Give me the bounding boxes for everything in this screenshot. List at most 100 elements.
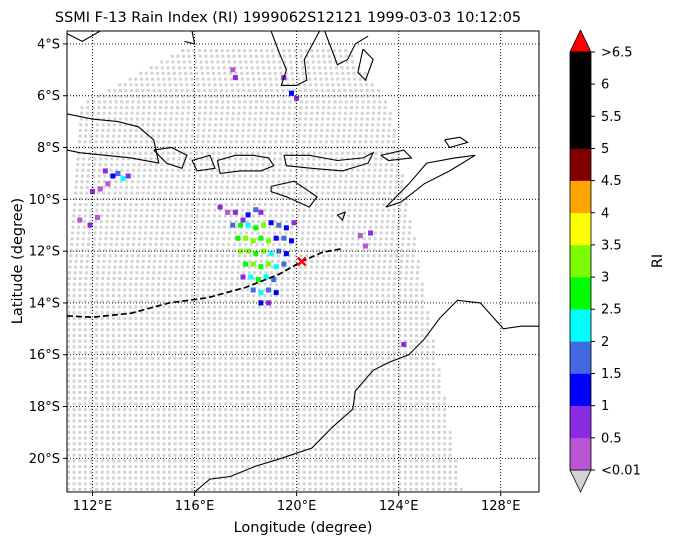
colorbar-segment bbox=[570, 437, 591, 471]
colorbar: <0.01 0.5 1 1.5 2 2.5 3 3.5 4 4.5 5 5.5 6 >6.5 bbox=[569, 29, 641, 493]
rain-cell bbox=[95, 215, 101, 220]
track-line bbox=[67, 247, 343, 319]
colorbar-tick-label: 1.5 bbox=[601, 367, 622, 382]
x-tick-label: 116°E bbox=[175, 499, 215, 514]
coastline bbox=[194, 299, 539, 492]
coastline bbox=[270, 180, 318, 208]
y-axis-label: Latitude (degree) bbox=[10, 198, 26, 324]
rain-cell bbox=[250, 238, 256, 244]
colorbar-under-triangle bbox=[569, 469, 592, 493]
colorbar-segment bbox=[570, 52, 591, 85]
rain-cell bbox=[283, 225, 289, 231]
x-axis-label: Longitude (degree) bbox=[234, 520, 373, 536]
coastline bbox=[67, 113, 160, 164]
rain-cell bbox=[273, 290, 279, 296]
rain-cell bbox=[243, 261, 249, 267]
rain-cell bbox=[268, 251, 274, 257]
rain-cell bbox=[245, 222, 251, 228]
coastlines bbox=[67, 31, 539, 492]
colorbar-segment bbox=[570, 116, 591, 149]
rain-cell bbox=[250, 287, 256, 293]
coastline bbox=[184, 31, 196, 45]
rain-cell bbox=[283, 251, 289, 257]
rain-cell bbox=[238, 222, 243, 228]
y-tick-label: 14°S bbox=[29, 296, 60, 311]
rain-cell bbox=[401, 341, 407, 347]
colorbar-segment bbox=[570, 373, 591, 406]
rain-cell bbox=[276, 222, 282, 228]
colorbar-label: RI bbox=[650, 254, 666, 268]
gridlines bbox=[67, 31, 539, 492]
rain-cell bbox=[245, 212, 251, 218]
colorbar-tick-label: <0.01 bbox=[601, 464, 641, 479]
rain-cell bbox=[255, 277, 261, 283]
colorbar-tick-label: 4.5 bbox=[601, 174, 622, 189]
rain-cell bbox=[115, 170, 121, 176]
rain-cell bbox=[258, 300, 264, 306]
y-tick-label: 4°S bbox=[37, 37, 60, 52]
rain-cell bbox=[253, 251, 259, 257]
colorbar-segment bbox=[570, 277, 591, 310]
rain-cell bbox=[368, 230, 374, 236]
x-tick-label: 112°E bbox=[73, 499, 113, 514]
swath-dots bbox=[67, 49, 463, 491]
rain-cell bbox=[276, 248, 282, 254]
coastline bbox=[385, 154, 476, 208]
satellite-swath bbox=[67, 49, 463, 491]
rain-cell bbox=[97, 186, 103, 192]
y-tick-label: 16°S bbox=[29, 348, 60, 363]
colorbar-tick-label: 1 bbox=[601, 399, 609, 414]
x-tick-label: 124°E bbox=[379, 499, 419, 514]
colorbar-segment bbox=[570, 84, 591, 117]
y-tick-label: 8°S bbox=[37, 141, 60, 156]
rain-cell bbox=[261, 248, 266, 254]
storm-track bbox=[67, 247, 343, 319]
y-tick-label: 12°S bbox=[29, 245, 60, 260]
rain-cell bbox=[357, 233, 363, 239]
coastline bbox=[67, 31, 101, 43]
coastline bbox=[444, 136, 469, 149]
colorbar-tick-label: 4 bbox=[601, 206, 609, 221]
rain-cell bbox=[253, 225, 259, 231]
colorbar-segment bbox=[570, 180, 591, 214]
rain-cell bbox=[273, 235, 279, 241]
x-tick-label: 128°E bbox=[481, 499, 521, 514]
y-axis-ticks: 4°S 6°S 8°S 10°S 12°S 14°S 16°S 18°S 20°S bbox=[29, 37, 67, 467]
map-frame bbox=[66, 30, 540, 493]
colorbar-segment bbox=[570, 148, 591, 181]
colorbar-tick-label: >6.5 bbox=[601, 46, 633, 61]
rain-cell bbox=[110, 173, 116, 179]
coastline bbox=[153, 146, 188, 169]
rain-cell bbox=[291, 220, 297, 226]
y-tick-label: 20°S bbox=[29, 452, 60, 467]
coastline bbox=[270, 31, 321, 86]
coastline bbox=[337, 211, 346, 222]
rain-cell bbox=[225, 209, 231, 215]
rain-cell bbox=[232, 209, 238, 215]
colorbar-segment bbox=[570, 405, 591, 439]
rain-cell bbox=[263, 274, 269, 280]
rain-cell bbox=[273, 264, 279, 270]
rain-cell bbox=[120, 176, 126, 182]
colorbar-tick-label: 3.5 bbox=[601, 238, 622, 253]
rain-cell bbox=[102, 168, 108, 174]
rain-cell bbox=[240, 217, 246, 223]
rain-cell bbox=[248, 274, 254, 280]
x-tick-label: 120°E bbox=[277, 499, 317, 514]
map-area bbox=[67, 31, 539, 492]
rain-cell bbox=[258, 290, 264, 296]
rain-cell bbox=[271, 277, 277, 283]
colorbar-segment bbox=[570, 309, 591, 342]
colorbar-tick-label: 6 bbox=[601, 78, 609, 93]
colorbar-segment bbox=[570, 244, 591, 278]
colorbar-frame bbox=[569, 51, 592, 471]
rain-cell bbox=[363, 243, 368, 249]
colorbar-tick-label: 0.5 bbox=[601, 431, 622, 446]
rain-cell bbox=[90, 189, 95, 195]
rain-cell bbox=[261, 222, 266, 228]
rain-cell bbox=[105, 181, 111, 187]
rain-cell bbox=[281, 235, 287, 241]
rain-cell bbox=[266, 238, 272, 244]
colorbar-tick-label: 5 bbox=[601, 142, 609, 157]
